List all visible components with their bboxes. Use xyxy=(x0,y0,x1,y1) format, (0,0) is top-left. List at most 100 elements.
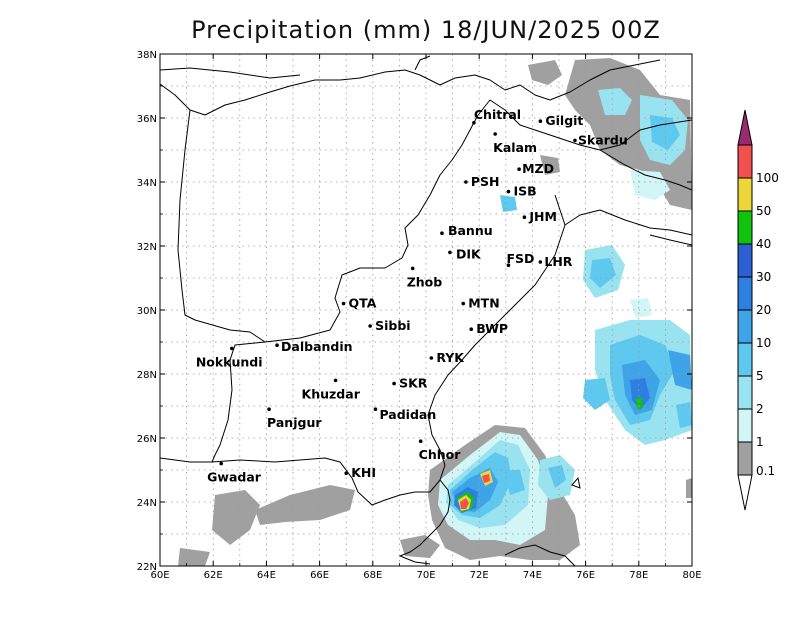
rain-area xyxy=(460,498,469,509)
rain-area xyxy=(212,490,260,545)
rain-area xyxy=(548,465,566,488)
rain-area xyxy=(630,170,670,200)
city-label: Kalam xyxy=(493,140,537,155)
rain-area xyxy=(590,258,616,288)
city-dot xyxy=(429,356,434,360)
rain-area xyxy=(676,402,692,428)
colorbar-segment xyxy=(737,342,753,377)
city-dot xyxy=(344,471,349,476)
lon-tick-label: 70E xyxy=(416,570,435,581)
city-label: QTA xyxy=(349,296,377,311)
city-label: LHR xyxy=(544,254,572,269)
colorbar-label: 5 xyxy=(756,369,764,383)
colorbar-bottom-arrow xyxy=(737,474,753,511)
city-label: Bannu xyxy=(448,223,493,238)
city-label: Khuzdar xyxy=(302,386,361,401)
colorbar: 0.1 1 2 5 10 20 30 40 50 100 xyxy=(737,109,779,511)
map-axes: 60E 62E 64E 66E 68E 70E 72E 74E 76E 78E 80E 22N 24N 2… xyxy=(137,50,702,581)
city-label: SKR xyxy=(399,376,428,391)
city-dot xyxy=(522,215,527,219)
city-dot xyxy=(333,378,338,383)
city-dot xyxy=(573,138,577,143)
colorbar-segment xyxy=(737,177,753,212)
colorbar-segment xyxy=(737,375,753,410)
rain-area xyxy=(540,155,560,175)
lon-tick-label: 72E xyxy=(470,570,489,581)
map-title: Precipitation (mm) 18/JUN/2025 00Z xyxy=(191,16,661,44)
city-label: Padidan xyxy=(379,407,436,422)
colorbar-segment xyxy=(737,210,753,245)
city-dot xyxy=(219,461,223,466)
city-label: MTN xyxy=(468,296,499,311)
colorbar-label: 40 xyxy=(756,237,771,251)
rain-area xyxy=(668,350,692,390)
rain-area xyxy=(400,535,440,558)
coastline xyxy=(160,457,581,566)
lon-tick-label: 76E xyxy=(576,570,595,581)
colorbar-label: 2 xyxy=(756,402,764,416)
lat-tick-label: 32N xyxy=(137,242,157,253)
colorbar-top-arrow xyxy=(737,109,753,146)
lat-tick-label: 38N xyxy=(137,50,157,61)
city-dot xyxy=(368,324,372,328)
lat-tick-label: 22N xyxy=(137,562,157,573)
city-label: JHM xyxy=(528,209,557,224)
colorbar-segment xyxy=(737,441,753,476)
lon-tick-label: 62E xyxy=(204,570,223,581)
colorbar-label: 50 xyxy=(756,204,771,218)
city-label: DIK xyxy=(456,246,482,261)
city-label: Skardu xyxy=(578,132,628,147)
city-label: Gwadar xyxy=(207,470,262,485)
city-label: Zhob xyxy=(407,274,443,289)
city-dot xyxy=(341,301,346,306)
city-dot xyxy=(472,121,476,125)
colorbar-segment xyxy=(737,408,753,443)
rain-area xyxy=(630,298,652,318)
city-dot xyxy=(392,381,396,386)
lat-tick-label: 26N xyxy=(137,434,157,445)
colorbar-segment xyxy=(737,309,753,344)
city-label: PSH xyxy=(471,174,500,189)
city-label: Panjgur xyxy=(267,415,322,430)
city-label: Chitral xyxy=(474,107,521,122)
rain-area xyxy=(598,88,632,115)
rain-area xyxy=(630,378,650,410)
city-label: Chhor xyxy=(419,447,462,462)
colorbar-segment xyxy=(737,243,753,278)
city-dot xyxy=(506,189,511,194)
lon-tick-label: 78E xyxy=(629,570,648,581)
city-label: Gilgit xyxy=(545,113,583,128)
colorbar-label: 0.1 xyxy=(756,464,775,478)
city-dot xyxy=(464,180,468,184)
city-dot xyxy=(418,439,423,444)
lat-tick-label: 36N xyxy=(137,114,157,125)
city-markers: Chitral Gilgit Kalam Skardu MZD PSH ISB JHM Bann… xyxy=(196,107,628,485)
city-label: KHI xyxy=(351,465,376,480)
city-label: FSD xyxy=(506,251,534,266)
city-label: BWP xyxy=(476,321,508,336)
colorbar-segment xyxy=(737,276,753,311)
rain-area xyxy=(178,548,210,566)
city-dot xyxy=(517,167,521,171)
city-dot xyxy=(538,260,543,264)
city-dot xyxy=(267,407,271,412)
lon-tick-label: 80E xyxy=(682,570,701,581)
lon-tick-label: 60E xyxy=(150,570,169,581)
rain-area xyxy=(636,398,643,409)
lon-tick-label: 74E xyxy=(523,570,542,581)
rain-area xyxy=(482,474,490,483)
city-dot xyxy=(275,343,279,348)
lon-tick-label: 64E xyxy=(257,570,276,581)
lon-tick-label: 66E xyxy=(310,570,329,581)
city-dot xyxy=(230,346,234,351)
colorbar-label: 20 xyxy=(756,303,771,317)
rain-area xyxy=(583,378,610,410)
city-dot xyxy=(461,301,466,306)
city-label: Nokkundi xyxy=(196,354,263,369)
city-dot xyxy=(493,132,497,136)
graticule xyxy=(160,54,692,566)
rain-area xyxy=(565,58,692,210)
city-dot xyxy=(448,250,452,255)
colorbar-label: 30 xyxy=(756,270,771,284)
